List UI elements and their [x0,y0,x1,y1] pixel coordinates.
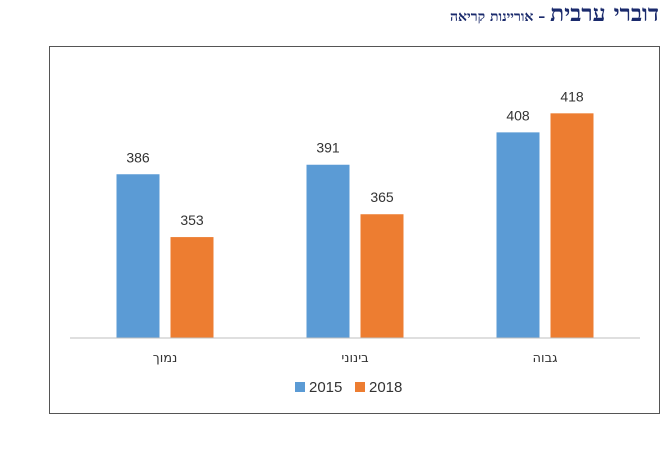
data-label-2015-0: 386 [126,149,150,165]
page-title: דוברי ערבית [550,0,659,27]
category-label-2: גבוה [533,351,558,366]
legend-label-2015: 2015 [309,379,342,396]
bar-2018-0 [170,237,214,338]
bar-2018-2 [550,113,594,338]
data-label-2018-1: 365 [370,189,394,205]
labels-layer: 386 353 נמוך 391 365 בינוני 408 418 גבוה [126,88,584,366]
data-label-2015-2: 408 [506,107,530,123]
data-label-2018-0: 353 [180,212,204,228]
page-subtitle: אוריינות קריאה [450,9,534,25]
category-label-0: נמוך [153,351,178,366]
bars-layer [116,113,594,338]
bar-2015-1 [306,164,350,338]
legend: 2015 2018 [295,379,402,396]
title-separator: – [533,9,551,25]
data-label-2018-2: 418 [560,88,584,104]
data-label-2015-1: 391 [316,140,340,156]
bar-2015-2 [496,132,540,338]
legend-swatch-2018 [355,382,365,392]
legend-swatch-2015 [295,382,305,392]
bar-2018-1 [360,214,404,338]
bar-2015-0 [116,174,160,338]
page-header: דוברי ערבית – אוריינות קריאה [450,0,659,30]
category-label-1: בינוני [341,351,368,366]
legend-label-2018: 2018 [369,379,402,396]
